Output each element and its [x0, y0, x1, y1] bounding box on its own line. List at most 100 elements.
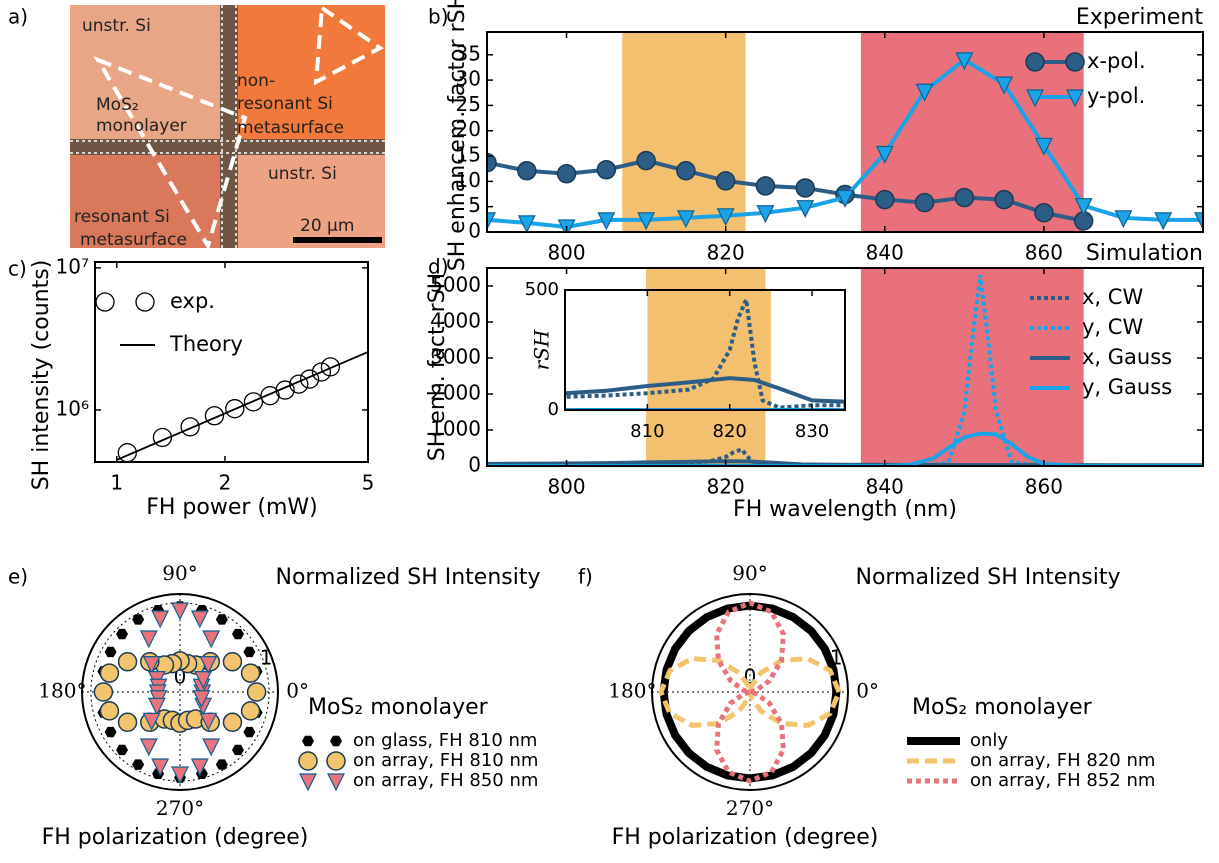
marker: [1026, 89, 1044, 108]
series-line: [658, 656, 842, 728]
region-label: unstr. Si: [268, 164, 337, 184]
series-line: [116, 351, 369, 461]
marker: [117, 651, 138, 672]
region-label: monolayer: [96, 116, 187, 136]
x-tick-label: 800: [547, 241, 585, 265]
marker: [636, 150, 656, 171]
marker: [1025, 52, 1045, 72]
y-tick-label: 3000: [430, 345, 481, 369]
marker: [202, 738, 221, 757]
marker: [299, 369, 320, 389]
marker: [796, 200, 815, 219]
theta-tick-label: 180°: [608, 679, 656, 703]
legend-label: on array, FH 810 nm: [353, 750, 538, 771]
marker: [1154, 212, 1173, 231]
panel-label: a): [8, 5, 28, 29]
marker: [1114, 210, 1133, 229]
marker: [327, 773, 345, 792]
region-label: metasurface: [80, 230, 187, 250]
legend-label: on glass, FH 810 nm: [353, 730, 537, 751]
x-axis-label: FH power (mW): [146, 495, 318, 520]
marker: [302, 735, 314, 747]
r-tick-label: 1: [260, 645, 273, 669]
marker: [1066, 89, 1084, 108]
legend-label: x, Gauss: [1082, 345, 1172, 369]
x-tick-label: 840: [866, 475, 904, 499]
marker: [597, 212, 616, 231]
marker: [93, 682, 114, 702]
grid-ring: [90, 602, 270, 782]
legend-label: on array, FH 820 nm: [970, 750, 1155, 771]
y-tick-label: 35: [456, 41, 481, 65]
legend-label: x, CW: [1082, 285, 1143, 309]
marker: [1074, 198, 1093, 217]
marker: [311, 362, 332, 382]
legend-label: y, CW: [1082, 315, 1143, 339]
legend-title: MoS₂ monolayer: [308, 695, 489, 720]
marker: [487, 212, 496, 231]
marker: [202, 630, 221, 649]
marker: [637, 212, 656, 231]
y-tick-label: 15: [456, 143, 481, 167]
marker: [194, 671, 213, 689]
legend-label: x-pol.: [1087, 49, 1146, 73]
legend-label: only: [970, 730, 1008, 751]
x-axis-label: FH polarization (degree): [42, 825, 309, 850]
series-line: [487, 274, 1203, 466]
x-tick-label: 820: [713, 421, 747, 442]
marker: [243, 646, 256, 658]
trench: [70, 139, 385, 155]
marker: [676, 160, 696, 181]
series-line: [487, 431, 1203, 466]
band: [622, 32, 746, 232]
axes-frame: [94, 261, 369, 463]
marker: [326, 751, 346, 771]
marker: [147, 697, 166, 716]
panel-label: d): [428, 255, 449, 279]
axes-frame: [486, 267, 1204, 467]
marker: [199, 712, 218, 731]
marker: [954, 187, 975, 208]
series-line: [487, 158, 1085, 223]
theta-tick-label: 90°: [162, 561, 197, 585]
y-tick-label: 5: [468, 193, 481, 217]
marker: [190, 758, 209, 777]
marker: [116, 744, 129, 756]
x-tick-label: 800: [547, 475, 585, 499]
region: [70, 5, 225, 143]
plot-area: [565, 290, 845, 410]
marker: [994, 189, 1014, 210]
panel-label: b): [428, 5, 449, 29]
marker: [320, 357, 341, 377]
x-tick-label: 840: [866, 241, 904, 265]
marker: [132, 759, 145, 770]
marker: [95, 292, 115, 312]
theta-tick-label: 90°: [732, 561, 767, 585]
legend-label: on array, FH 850 nm: [353, 770, 538, 791]
marker: [204, 406, 225, 426]
panel-label: c): [8, 257, 27, 281]
marker: [222, 651, 243, 672]
marker: [914, 192, 935, 213]
chart-title: Experiment: [1076, 5, 1203, 30]
marker: [487, 152, 497, 173]
x-axis-label: FH polarization (degree): [612, 825, 879, 850]
marker: [132, 614, 145, 625]
marker: [215, 614, 228, 625]
marker: [260, 386, 280, 406]
x-tick-label: 820: [707, 475, 745, 499]
legend-label: exp.: [170, 289, 215, 313]
marker: [330, 735, 342, 747]
flake-outline: [313, 4, 384, 86]
scale-label: 20 µm: [300, 216, 354, 236]
x-tick-label: 2: [219, 471, 232, 495]
y-axis-label: SH intensity (counts): [29, 260, 54, 491]
marker: [152, 427, 173, 448]
region: [225, 143, 385, 248]
y-tick-label: 0: [468, 219, 481, 243]
marker: [875, 145, 894, 164]
marker: [1034, 137, 1053, 156]
y-tick-label: 0: [468, 453, 481, 477]
marker: [135, 292, 155, 312]
marker: [836, 189, 854, 208]
